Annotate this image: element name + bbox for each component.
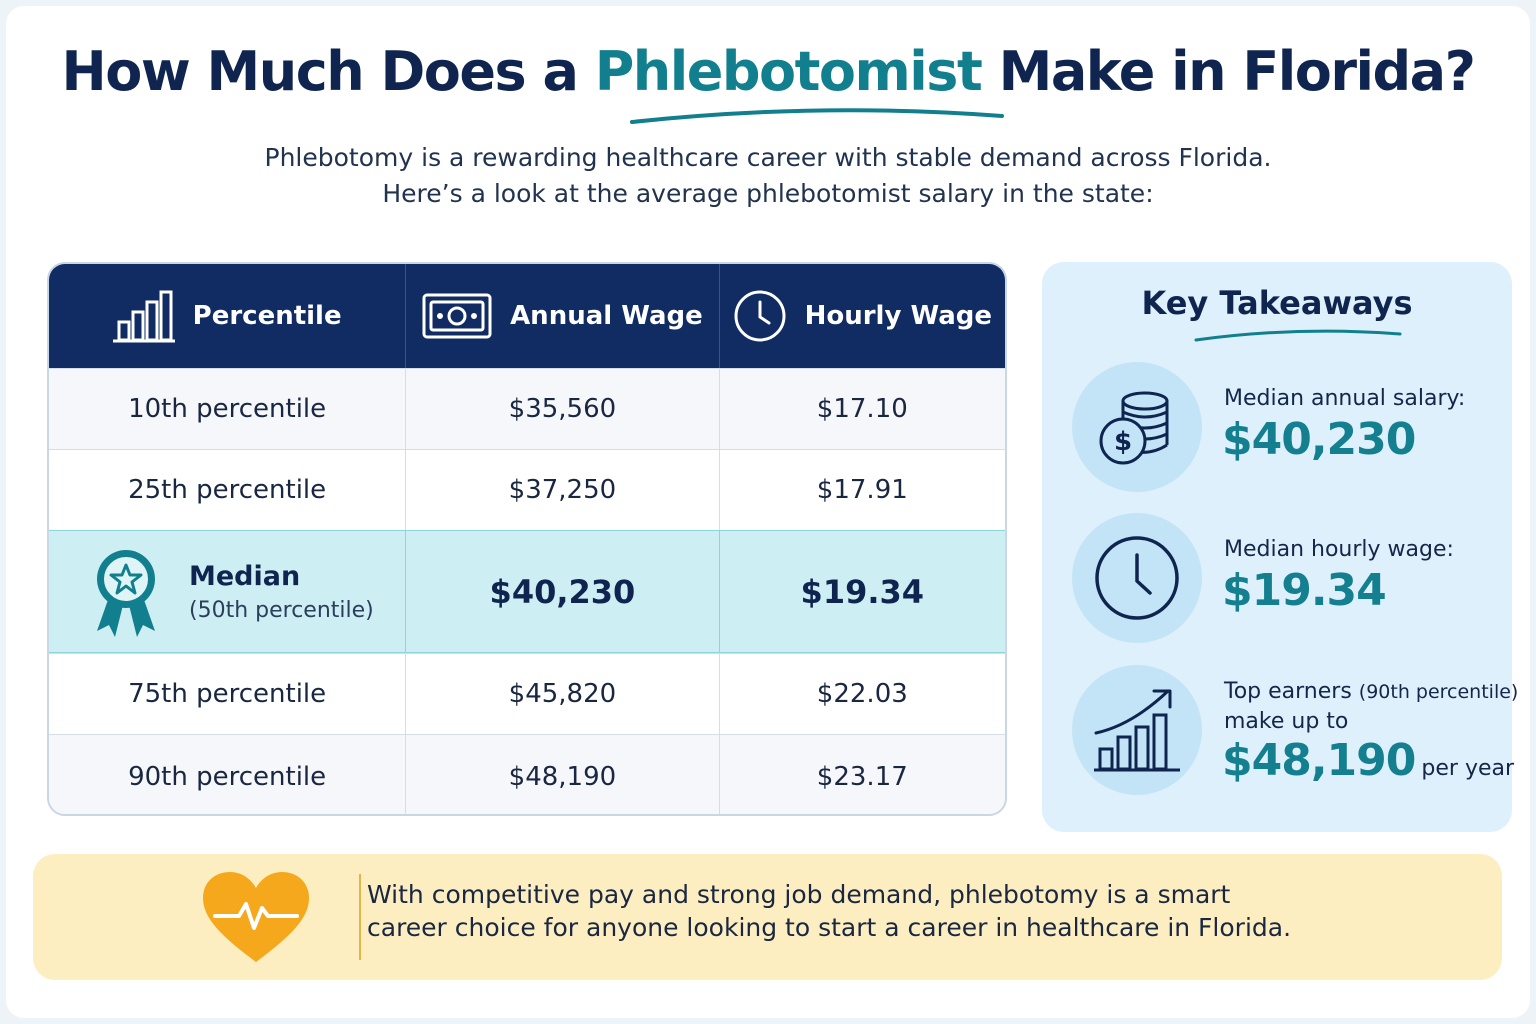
- annual-wage-cell: $40,230: [406, 531, 720, 652]
- award-ribbon-icon: [97, 549, 155, 637]
- bar-chart-icon: [112, 290, 175, 343]
- page-title: How Much Does a Phlebotomist Make in Flo…: [0, 40, 1536, 103]
- title-highlight: Phlebotomist: [594, 40, 983, 103]
- key-takeaways-title: Key Takeaways: [1141, 284, 1413, 322]
- table-row: 10th percentile $35,560 $17.10: [49, 368, 1005, 449]
- hourly-wage-cell: $19.34: [800, 572, 925, 611]
- title-part-2: Make in Florida?: [998, 40, 1476, 103]
- column-label: Percentile: [192, 301, 342, 331]
- top-earners-label: Top earners: [1224, 679, 1352, 704]
- hourly-wage-cell: $17.10: [816, 394, 908, 424]
- takeaways-underline-decoration: [1194, 329, 1402, 342]
- takeaway-icon-circle: [1072, 513, 1202, 643]
- annual-wage-cell: $45,820: [406, 654, 720, 734]
- hourly-wage-cell: $17.91: [816, 475, 908, 505]
- top-earners-value: $48,190: [1222, 735, 1416, 786]
- takeaway-label: Median hourly wage:: [1224, 537, 1454, 562]
- clock-icon: [734, 290, 786, 342]
- takeaway-label-line2: make up to: [1224, 709, 1349, 734]
- per-year-suffix: per year: [1421, 756, 1515, 781]
- takeaway-value: $19.34: [1222, 565, 1387, 616]
- annual-wage-cell: $37,250: [406, 450, 720, 530]
- takeaway-value: $48,190 per year: [1222, 735, 1514, 786]
- column-header-annual-wage: Annual Wage: [406, 264, 720, 368]
- salary-table: Percentile Annual Wage Hour: [47, 262, 1007, 816]
- takeaway-item-top-earners: Top earners (90th percentile) make up to…: [1072, 665, 1518, 795]
- table-row: 90th percentile $48,190 $23.17: [49, 734, 1005, 814]
- takeaway-value: $40,230: [1222, 414, 1416, 465]
- table-row: 25th percentile $37,250 $17.91: [49, 449, 1005, 530]
- percentile-cell: 10th percentile: [49, 369, 407, 449]
- top-earners-note: (90th percentile): [1358, 681, 1519, 703]
- hourly-wage-cell: $22.03: [816, 679, 908, 709]
- takeaway-icon-circle: $: [1072, 362, 1202, 492]
- percentile-cell: 75th percentile: [49, 654, 407, 734]
- hourly-wage-cell: $23.17: [816, 761, 908, 792]
- column-header-hourly-wage: Hourly Wage: [720, 264, 1005, 368]
- title-part-1: How Much Does a: [61, 40, 579, 103]
- annual-wage-cell: $35,560: [406, 369, 720, 449]
- coins-dollar-icon: $: [1099, 391, 1169, 465]
- footer-line-2: career choice for anyone looking to star…: [367, 913, 1292, 942]
- table-header: Percentile Annual Wage Hour: [49, 264, 1005, 368]
- key-takeaways-panel: Key Takeaways $ Median annual salary: $4…: [1042, 262, 1518, 832]
- takeaway-icon-circle: [1072, 665, 1202, 795]
- subtitle-line-2: Here’s a look at the average phlebotomis…: [382, 179, 1154, 208]
- table-row-median: Median (50th percentile) $40,230 $19.34: [49, 530, 1005, 653]
- money-bill-icon: [422, 293, 492, 339]
- subtitle: Phlebotomy is a rewarding healthcare car…: [0, 140, 1536, 212]
- column-header-percentile: Percentile: [49, 264, 407, 368]
- table-row: 75th percentile $45,820 $22.03: [49, 653, 1005, 734]
- heartbeat-icon: [203, 872, 309, 962]
- annual-wage-cell: $48,190: [406, 735, 720, 814]
- takeaway-item-hourly: Median hourly wage: $19.34: [1072, 513, 1502, 643]
- footer-banner: With competitive pay and strong job dema…: [33, 854, 1502, 980]
- svg-text:$: $: [1114, 427, 1132, 457]
- percentile-cell: Median (50th percentile): [49, 531, 407, 652]
- median-label: Median: [189, 560, 301, 592]
- takeaway-label: Top earners (90th percentile): [1224, 679, 1518, 704]
- footer-text: With competitive pay and strong job dema…: [367, 878, 1291, 944]
- clock-icon: [1095, 536, 1179, 620]
- percentile-cell: 25th percentile: [49, 450, 407, 530]
- takeaway-label: Median annual salary:: [1224, 386, 1466, 411]
- takeaway-item-annual: $ Median annual salary: $40,230: [1072, 362, 1502, 492]
- subtitle-line-1: Phlebotomy is a rewarding healthcare car…: [264, 143, 1272, 172]
- percentile-cell: 90th percentile: [49, 735, 407, 814]
- title-underline-decoration: [630, 108, 1004, 124]
- column-label: Annual Wage: [510, 301, 703, 331]
- growth-chart-icon: [1094, 689, 1180, 772]
- footer-divider: [359, 874, 361, 960]
- column-label: Hourly Wage: [804, 301, 992, 331]
- median-note: (50th percentile): [189, 597, 374, 623]
- footer-line-1: With competitive pay and strong job dema…: [367, 880, 1231, 909]
